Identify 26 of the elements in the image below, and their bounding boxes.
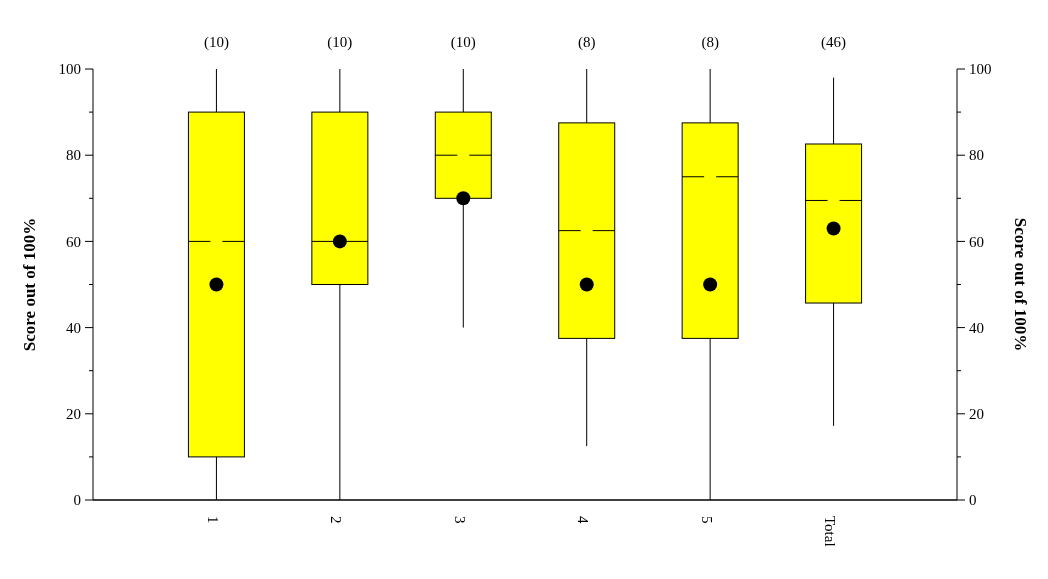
y2-axis-title: Score out of 100% bbox=[1011, 217, 1030, 352]
text: (8) bbox=[701, 34, 719, 51]
y-tick-label: 20 bbox=[66, 406, 81, 423]
text: (10) bbox=[203, 34, 229, 51]
x-tick-label: 5 bbox=[698, 516, 715, 524]
y-tick-label: 80 bbox=[66, 147, 81, 164]
y-tick-label: 100 bbox=[58, 61, 81, 78]
y2-tick-label: 40 bbox=[969, 319, 984, 336]
y2-tick-label: 20 bbox=[969, 406, 984, 423]
y-tick-label: 60 bbox=[66, 233, 81, 250]
x-tick-label: 1 bbox=[204, 516, 221, 524]
text: (46) bbox=[821, 34, 847, 51]
y2-tick-label: 60 bbox=[969, 233, 984, 250]
y2-tick-label: 80 bbox=[969, 147, 984, 164]
text: (10) bbox=[450, 34, 476, 51]
x-tick-label: Total bbox=[822, 516, 839, 547]
x-tick-label: 4 bbox=[575, 516, 592, 524]
y2-tick-label: 0 bbox=[969, 492, 977, 509]
y-axis-title: Score out of 100% bbox=[20, 217, 39, 352]
x-tick-label: 3 bbox=[451, 516, 468, 524]
x-tick-label: 2 bbox=[328, 516, 345, 524]
text: (8) bbox=[577, 34, 596, 51]
text: (10) bbox=[327, 34, 353, 51]
y-tick-label: 0 bbox=[73, 492, 81, 509]
y2-tick-label: 100 bbox=[969, 61, 992, 78]
y-tick-label: 40 bbox=[66, 319, 81, 336]
